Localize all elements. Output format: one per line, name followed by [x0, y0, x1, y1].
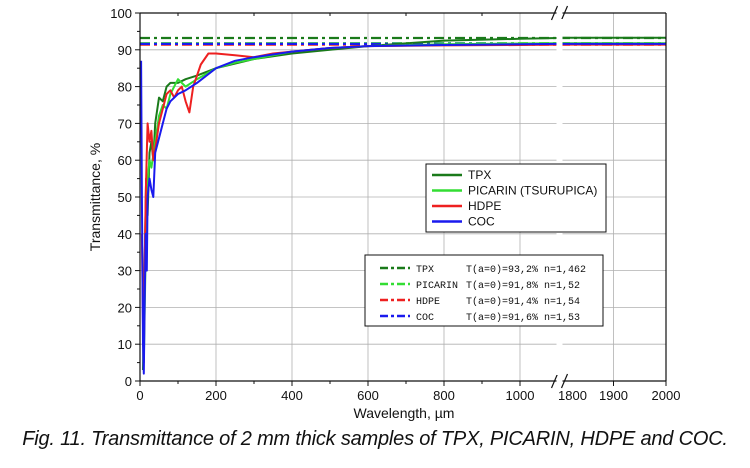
- x-tick-label: 600: [357, 388, 379, 403]
- y-tick-label: 0: [125, 374, 132, 389]
- y-tick-label: 70: [118, 116, 132, 131]
- y-tick-label: 30: [118, 264, 132, 279]
- legend-name: TPX: [416, 265, 434, 276]
- x-axis-label: Wavelength, µm: [354, 405, 455, 421]
- legend-label: COC: [468, 215, 495, 229]
- reference-lines: [140, 36, 666, 46]
- legend-name: COC: [416, 313, 434, 324]
- legend-value: T(a=0)=91,8% n=1,52: [466, 280, 580, 292]
- legend-label: PICARIN (TSURUPICA): [468, 184, 597, 198]
- axis-break-gap: [556, 376, 563, 386]
- legend-value: T(a=0)=93,2% n=1,462: [466, 264, 586, 276]
- legend-name: PICARIN: [416, 281, 458, 292]
- legend-reference: TPX T(a=0)=93,2% n=1,462 PICARIN T(a=0)=91,…: [364, 254, 604, 327]
- legend-value: T(a=0)=91,6% n=1,53: [466, 312, 580, 324]
- y-tick-label: 100: [110, 6, 132, 21]
- x-tick-label: 2000: [652, 388, 681, 403]
- axis-break-gap: [556, 8, 563, 18]
- x-tick-label: 1800: [558, 388, 587, 403]
- x-tick-label: 1900: [599, 388, 628, 403]
- legend-lines: TPX PICARIN (TSURUPICA)HDPE COC: [425, 163, 607, 233]
- axis-break-mark: [560, 373, 569, 389]
- legend-name: HDPE: [416, 297, 440, 308]
- x-tick-label: 200: [205, 388, 227, 403]
- y-tick-label: 80: [118, 80, 132, 95]
- figure-caption: Fig. 11. Transmittance of 2 mm thick sam…: [22, 428, 728, 450]
- axis-break-mark: [550, 373, 559, 389]
- x-tick-label: 1000: [506, 388, 535, 403]
- y-tick-label: 90: [118, 43, 132, 58]
- y-tick-label: 60: [118, 153, 132, 168]
- data-series: [140, 36, 666, 375]
- y-axis-label: Transmittance, %: [87, 143, 103, 251]
- y-tick-label: 40: [118, 227, 132, 242]
- x-tick-label: 800: [433, 388, 455, 403]
- axis-break-mark: [560, 5, 569, 21]
- legend-label: TPX: [468, 168, 491, 182]
- y-tick-label: 10: [118, 337, 132, 352]
- y-tick-label: 20: [118, 300, 132, 315]
- series-line: [140, 42, 559, 375]
- y-tick-label: 50: [118, 190, 132, 205]
- x-tick-label: 400: [281, 388, 303, 403]
- legend-value: T(a=0)=91,4% n=1,54: [466, 296, 580, 308]
- x-tick-label: 0: [136, 388, 143, 403]
- legend-label: HDPE: [468, 199, 501, 213]
- axis-break-mark: [550, 5, 559, 21]
